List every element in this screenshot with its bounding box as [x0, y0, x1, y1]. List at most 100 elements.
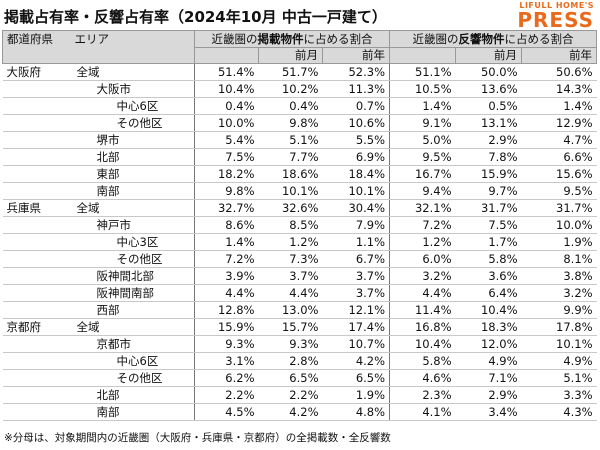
area: 北部: [70, 386, 195, 404]
value-cell: 10.1%: [258, 182, 323, 200]
value-cell: 18.4%: [322, 165, 390, 183]
area: 東部: [70, 165, 195, 183]
value-cell: 6.0%: [389, 250, 456, 268]
prefecture: [2, 369, 71, 387]
value-cell: 31.7%: [521, 199, 597, 217]
value-cell: 10.6%: [322, 114, 390, 132]
text: 掲載物件: [257, 32, 304, 46]
footnote: ※分母は、対象期間内の近畿圏（大阪府・兵庫県・京都府）の全掲載数・全反響数: [4, 432, 391, 444]
area: 全域: [70, 318, 195, 336]
value-cell: 9.7%: [455, 182, 522, 200]
value-cell: 6.6%: [521, 148, 597, 166]
value-cell: 9.5%: [521, 182, 597, 200]
prefecture: 兵庫県: [2, 199, 71, 217]
value-cell: 5.4%: [194, 131, 259, 149]
prefecture: [2, 80, 71, 98]
value-cell: 2.9%: [455, 131, 522, 149]
value-cell: 1.7%: [455, 233, 522, 251]
value-cell: 32.1%: [389, 199, 456, 217]
value-cell: 8.5%: [258, 216, 323, 234]
value-cell: 6.2%: [194, 369, 259, 387]
prefecture: [2, 352, 71, 370]
value-cell: 5.5%: [322, 131, 390, 149]
value-cell: 51.1%: [389, 63, 456, 81]
text: に占める割合: [303, 32, 373, 46]
value-cell: 5.1%: [258, 131, 323, 149]
area: その他区: [70, 250, 195, 268]
sub-header: 前年: [321, 47, 391, 64]
value-cell: 7.7%: [258, 148, 323, 166]
table-row: 中心3区 1.4% 1.2% 1.1% 1.2% 1.7% 1.9%: [2, 233, 597, 251]
area: 北部: [70, 148, 195, 166]
value-cell: 32.6%: [258, 199, 323, 217]
value-cell: 1.1%: [322, 233, 390, 251]
value-cell: 1.2%: [258, 233, 323, 251]
logo: LIFULL HOME'S PRESS: [517, 2, 594, 32]
logo-main: PRESS: [517, 8, 594, 32]
value-cell: 12.9%: [521, 114, 597, 132]
text: 反響物件: [458, 32, 505, 46]
value-cell: 3.6%: [455, 267, 522, 285]
area: その他区: [70, 114, 195, 132]
value-cell: 10.1%: [521, 335, 597, 353]
sub-header: [389, 47, 457, 64]
table-row: その他区 6.2% 6.5% 6.5% 4.6% 7.1% 5.1%: [2, 369, 597, 387]
area: 南部: [70, 182, 195, 200]
value-cell: 13.1%: [455, 114, 522, 132]
value-cell: 4.4%: [389, 284, 456, 302]
prefecture: [2, 148, 71, 166]
value-cell: 3.3%: [521, 386, 597, 404]
value-cell: 9.9%: [521, 301, 597, 319]
prefecture: [2, 284, 71, 302]
value-cell: 10.1%: [322, 182, 390, 200]
area: 全域: [70, 63, 195, 81]
table-row: その他区 7.2% 7.3% 6.7% 6.0% 5.8% 8.1%: [2, 250, 597, 268]
value-cell: 1.9%: [521, 233, 597, 251]
sub-header: 前月: [258, 47, 323, 64]
value-cell: 5.8%: [455, 250, 522, 268]
value-cell: 7.9%: [322, 216, 390, 234]
value-cell: 3.2%: [521, 284, 597, 302]
value-cell: 13.6%: [455, 80, 522, 98]
prefecture: [2, 165, 71, 183]
value-cell: 9.5%: [389, 148, 456, 166]
value-cell: 3.8%: [521, 267, 597, 285]
value-cell: 6.5%: [322, 369, 390, 387]
value-cell: 3.7%: [322, 284, 390, 302]
title: 掲載占有率・反響占有率（2024年10月 中古一戸建て）: [4, 8, 387, 26]
value-cell: 15.6%: [521, 165, 597, 183]
value-cell: 16.7%: [389, 165, 456, 183]
sub-header: [194, 47, 259, 64]
value-cell: 4.5%: [194, 403, 259, 421]
value-cell: 1.4%: [521, 97, 597, 115]
prefecture: [2, 250, 71, 268]
area: 京都市: [70, 335, 195, 353]
area: 阪神間南部: [70, 284, 195, 302]
table-row: 北部 2.2% 2.2% 1.9% 2.3% 2.9% 3.3%: [2, 386, 597, 404]
value-cell: 6.5%: [258, 369, 323, 387]
table-row: 西部 12.8% 13.0% 12.1% 11.4% 10.4% 9.9%: [2, 301, 597, 319]
prefecture: [2, 114, 71, 132]
value-cell: 4.8%: [322, 403, 390, 421]
value-cell: 52.3%: [322, 63, 390, 81]
value-cell: 1.9%: [322, 386, 390, 404]
value-cell: 9.4%: [389, 182, 456, 200]
area: 全域: [70, 199, 195, 217]
table-row: 堺市 5.4% 5.1% 5.5% 5.0% 2.9% 4.7%: [2, 131, 597, 149]
value-cell: 50.0%: [455, 63, 522, 81]
value-cell: 9.8%: [194, 182, 259, 200]
value-cell: 3.1%: [194, 352, 259, 370]
table-row: 北部 7.5% 7.7% 6.9% 9.5% 7.8% 6.6%: [2, 148, 597, 166]
prefecture: [2, 131, 71, 149]
value-cell: 31.7%: [455, 199, 522, 217]
value-cell: 2.8%: [258, 352, 323, 370]
prefecture: [2, 403, 71, 421]
value-cell: 10.7%: [322, 335, 390, 353]
value-cell: 18.3%: [455, 318, 522, 336]
sub-header: 前月: [455, 47, 523, 64]
value-cell: 10.4%: [194, 80, 259, 98]
group-header: 近畿圏の反響物件に占める割合: [389, 30, 598, 48]
share-table: 都道府県 エリア 近畿圏の掲載物件に占める割合 近畿圏の反響物件に占める割合 前…: [2, 30, 598, 421]
value-cell: 15.9%: [455, 165, 522, 183]
table-row: 東部 18.2% 18.6% 18.4% 16.7% 15.9% 15.6%: [2, 165, 597, 183]
